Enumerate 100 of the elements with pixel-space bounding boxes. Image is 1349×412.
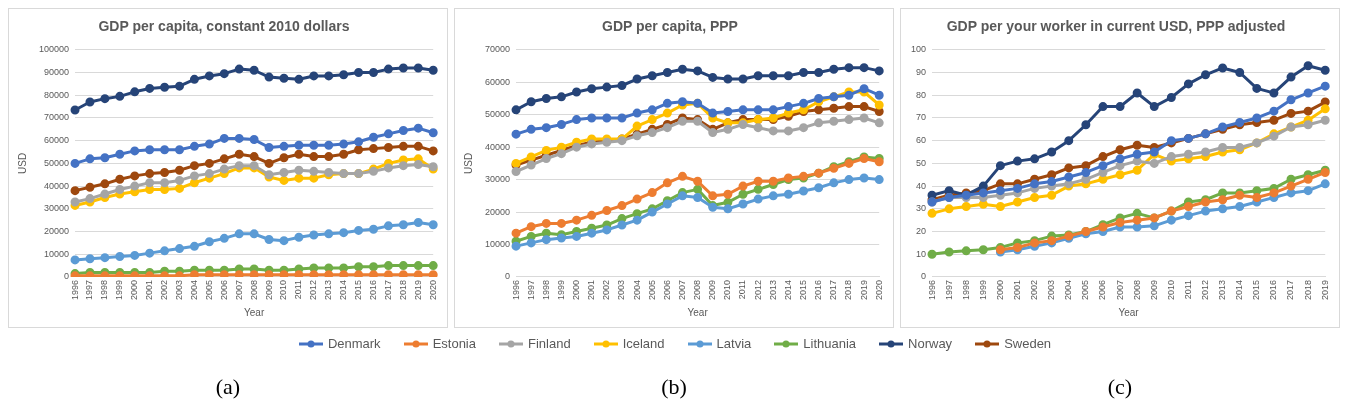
x-axis-title: Year [244,306,265,318]
x-tick-label: 1999 [977,279,988,301]
text: (c) [1107,374,1133,400]
x-tick-label: 2000 [129,279,140,301]
x-tick-label: 2014 [338,279,349,301]
x-tick-label: 2020 [427,279,438,301]
x-tick-label: 2006 [661,279,672,301]
y-tick-label: 60000 [44,135,70,146]
x-tick-label: 2001 [144,279,155,301]
y-tick-label: 40000 [485,141,511,152]
y-tick-label: 60 [916,135,927,146]
x-tick-label: 2007 [676,279,687,301]
x-tick-label: 2015 [798,279,809,301]
x-tick-label: 2017 [382,279,393,301]
x-tick-label: 1996 [926,279,937,301]
y-tick-label: 30 [916,203,927,214]
x-tick-label: 2013 [767,279,778,301]
y-tick-label: 80000 [44,89,70,100]
y-tick-label: 20000 [44,226,70,237]
legend-label: Estonia [432,336,476,351]
y-tick-label: 50000 [44,157,70,168]
chart-title: GDP per capita, PPP [602,18,738,35]
x-tick-label: 2008 [248,279,259,301]
x-tick-label: 2011 [737,279,748,300]
text: (b) [661,374,687,400]
x-tick-label: 2019 [858,279,869,301]
x-tick-label: 2012 [752,279,763,301]
x-tick-label: 2007 [233,279,244,301]
y-tick-label: 20 [916,226,927,237]
x-tick-label: 2015 [353,279,364,301]
x-tick-label: 2002 [601,279,612,301]
x-tick-label: 2010 [1165,279,1176,301]
x-tick-label: 2005 [1080,279,1091,301]
y-tick-label: 70000 [485,44,511,55]
x-tick-label: 1999 [555,279,566,301]
x-tick-label: 2016 [1268,279,1279,301]
x-tick-label: 2014 [1234,279,1245,301]
x-tick-label: 2014 [782,279,793,301]
x-tick-label: 1998 [540,279,551,301]
x-tick-label: 2020 [873,279,884,301]
legend-label: Finland [528,336,571,351]
x-tick-label: 2009 [1148,279,1159,301]
y-axis-title: USD [462,152,474,174]
y-tick-label: 50000 [485,109,511,120]
y-tick-label: 30000 [485,174,511,185]
x-tick-label: 2008 [1131,279,1142,301]
x-tick-label: 2011 [1182,279,1193,300]
x-tick-label: 1997 [943,279,954,301]
y-tick-label: 40000 [44,180,70,191]
x-tick-label: 2019 [1319,279,1330,301]
x-tick-label: 2004 [188,279,199,301]
legend-label: Lithuania [803,336,857,351]
x-axis-title: Year [687,306,709,318]
x-tick-label: 2009 [263,279,274,301]
y-tick-label: 80 [916,89,927,100]
x-tick-label: 2018 [843,279,854,301]
y-tick-label: 60000 [485,76,511,87]
x-tick-label: 1999 [114,279,125,301]
x-tick-label: 2013 [1217,279,1228,301]
x-tick-label: 2018 [1302,279,1313,301]
y-tick-label: 50 [916,157,927,168]
x-tick-label: 2016 [367,279,378,301]
x-tick-label: 2017 [1285,279,1296,301]
x-axis-title: Year [1118,306,1140,318]
y-tick-label: 10 [916,248,927,259]
y-tick-label: 70 [916,112,927,123]
legend-label: Denmark [327,336,381,351]
x-tick-label: 2010 [278,279,289,301]
y-tick-label: 30000 [44,203,70,214]
x-tick-label: 2002 [159,279,170,301]
y-tick-label: 0 [921,271,927,282]
x-tick-label: 2003 [173,279,184,301]
x-tick-label: 2011 [293,279,304,300]
x-tick-label: 2017 [828,279,839,301]
x-tick-label: 2005 [646,279,657,301]
x-tick-label: 1996 [510,279,521,301]
x-tick-label: 2001 [1011,279,1022,301]
x-tick-label: 2008 [692,279,703,301]
legend-label: Iceland [622,336,665,351]
x-tick-label: 2002 [1029,279,1040,301]
y-tick-label: 90 [916,67,927,77]
x-tick-label: 2000 [994,279,1005,301]
x-tick-label: 2004 [1063,279,1074,301]
x-tick-label: 2003 [616,279,627,301]
x-tick-label: 2012 [308,279,319,301]
legend-label: Sweden [1004,336,1052,351]
chart-title: GDP per capita, constant 2010 dollars [98,18,350,35]
x-tick-label: 2006 [218,279,229,301]
x-tick-label: 2006 [1097,279,1108,301]
y-tick-label: 100 [910,44,927,55]
legend-label: Norway [908,336,953,351]
y-tick-label: 10000 [485,239,511,250]
y-tick-label: 40 [916,180,927,191]
x-tick-label: 2016 [813,279,824,301]
y-tick-label: 90000 [44,67,70,77]
x-tick-label: 2007 [1114,279,1125,301]
text: (a) [215,374,241,400]
x-tick-label: 1998 [960,279,971,301]
x-tick-label: 2001 [586,279,597,301]
x-tick-label: 2003 [1046,279,1057,301]
